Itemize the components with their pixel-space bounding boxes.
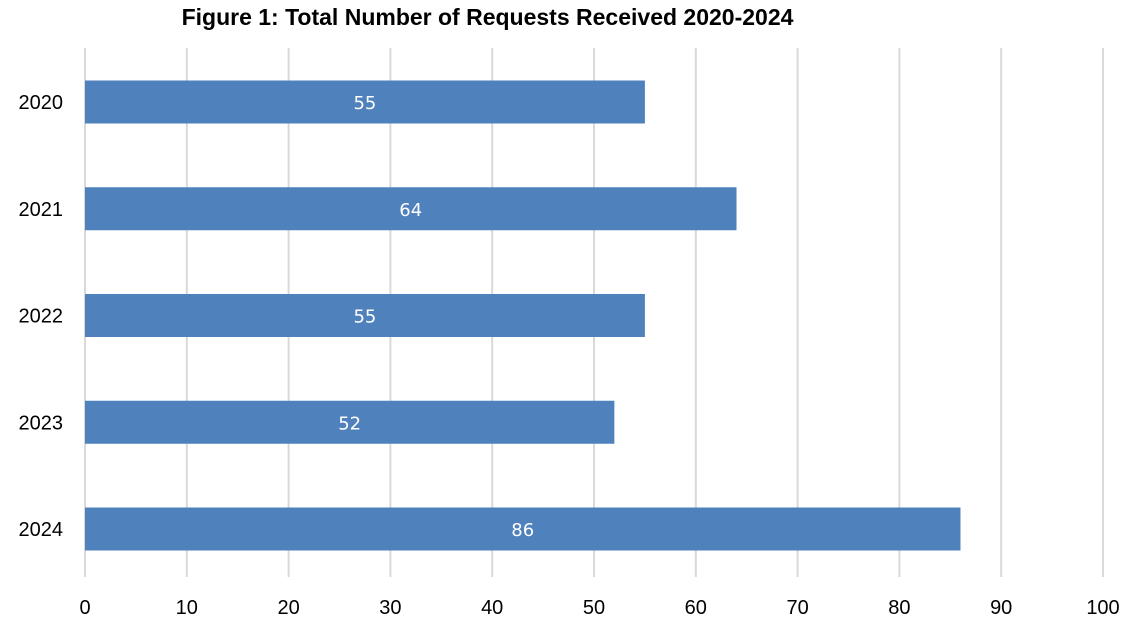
category-label-2022: 2022 — [19, 306, 64, 328]
value-axis: 0 10 20 30 40 50 60 70 80 90 100 — [79, 597, 1119, 619]
data-label-2022: 55 — [353, 307, 376, 328]
bar-2022 — [85, 294, 645, 337]
x-tick-label-0: 0 — [79, 597, 90, 619]
bars: 55 64 55 52 86 — [85, 80, 961, 551]
x-tick-label-90: 90 — [990, 597, 1012, 619]
bar-2023 — [85, 400, 615, 444]
category-label-2024: 2024 — [19, 519, 64, 541]
x-tick-label-100: 100 — [1086, 597, 1119, 619]
chart-title: Figure 1: Total Number of Requests Recei… — [181, 4, 794, 30]
data-label-2024: 86 — [511, 520, 534, 541]
x-tick-label-30: 30 — [379, 597, 401, 619]
category-label-2023: 2023 — [19, 412, 64, 434]
data-label-2021: 64 — [399, 200, 422, 221]
data-label-2020: 55 — [353, 93, 376, 114]
x-tick-label-50: 50 — [583, 597, 605, 619]
bar-2021 — [85, 187, 737, 231]
bar-2020 — [85, 80, 645, 124]
x-tick-label-80: 80 — [888, 597, 910, 619]
x-tick-label-10: 10 — [176, 597, 198, 619]
data-label-2023: 52 — [338, 413, 361, 434]
bar-2024 — [85, 507, 961, 551]
x-tick-label-70: 70 — [786, 597, 808, 619]
x-tick-label-60: 60 — [685, 597, 707, 619]
x-tick-label-20: 20 — [277, 597, 299, 619]
x-tick-label-40: 40 — [481, 597, 503, 619]
category-label-2021: 2021 — [19, 199, 64, 221]
category-axis: 2020 2021 2022 2023 2024 — [19, 92, 64, 541]
category-label-2020: 2020 — [19, 92, 64, 114]
